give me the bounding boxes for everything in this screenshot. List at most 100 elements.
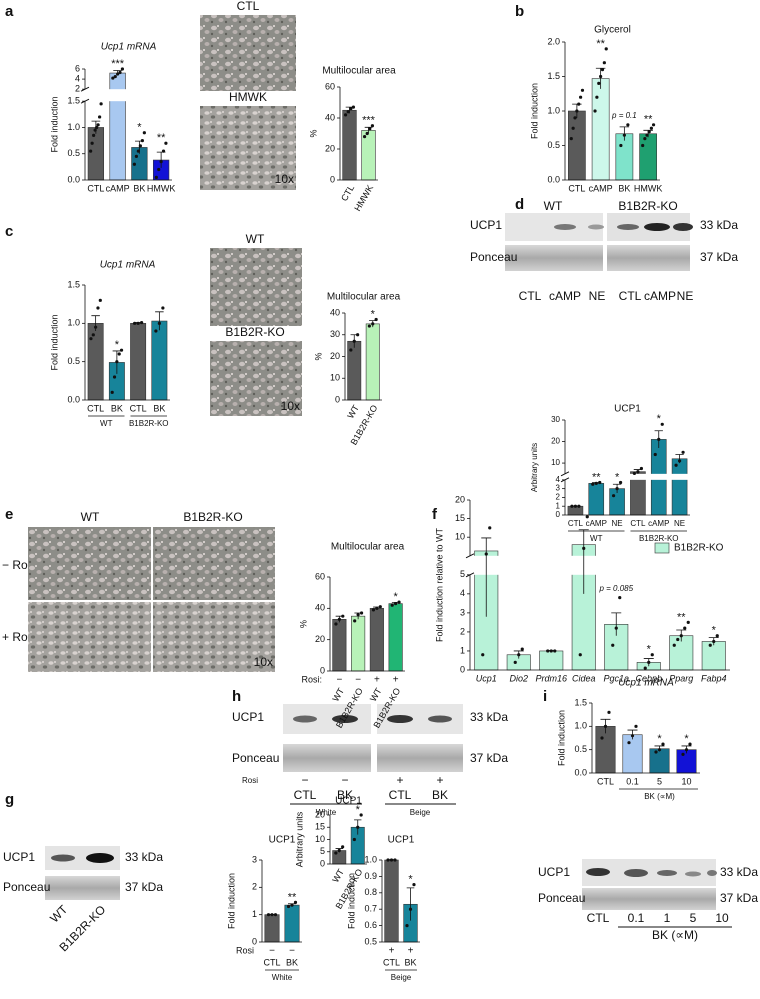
row-value: − [269, 946, 275, 957]
y-axis-label: Fold induction relative to WT [434, 527, 444, 642]
data-point [657, 748, 662, 752]
data-point [597, 81, 601, 85]
error-bar [406, 887, 415, 921]
y-tick-label: 0.0 [67, 174, 80, 184]
data-point [161, 306, 165, 310]
y-tick-label: 2.0 [547, 36, 560, 46]
y-tick-label: 2 [75, 84, 80, 94]
bar [622, 734, 643, 774]
bar [351, 615, 366, 672]
data-point [598, 480, 602, 485]
data-point [712, 639, 716, 644]
y-tick-label: 60 [325, 81, 335, 91]
y-tick-label: 6 [75, 63, 80, 73]
micrograph [200, 106, 296, 190]
data-point [140, 320, 144, 325]
x-tick-label: WT [330, 867, 346, 885]
bar [332, 618, 347, 672]
data-point [600, 68, 605, 72]
annotation: * [657, 413, 662, 425]
panel-label: c [5, 223, 13, 240]
data-point [368, 127, 372, 131]
data-point [359, 611, 364, 615]
treatment-value: − [341, 773, 348, 787]
data-point [684, 748, 689, 752]
data-point [367, 324, 371, 328]
row-value: + [393, 675, 399, 686]
x-tick-label: BK [404, 957, 416, 967]
y-axis-label: Fold induction [556, 710, 566, 766]
data-point [341, 845, 345, 849]
data-point [96, 306, 100, 310]
x-tick-label: CTL [568, 183, 585, 193]
data-point [614, 626, 618, 630]
data-point [110, 390, 114, 394]
chart-title: UCP1 [269, 835, 296, 846]
lane: 10 [715, 911, 729, 925]
blot-size: 33 kDa [470, 710, 508, 724]
data-point [397, 600, 401, 604]
blot-row: UCP1 [3, 850, 35, 864]
data-point [286, 904, 291, 909]
bar [388, 603, 403, 672]
panel-label: h [232, 688, 241, 705]
treatment-value: + [396, 773, 403, 787]
data-point [611, 494, 616, 498]
x-axis-label: BK (∝M) [644, 792, 675, 801]
bar [284, 904, 300, 943]
row-value: + [374, 675, 380, 686]
lane: CTL [619, 289, 642, 303]
data-point [96, 123, 100, 127]
group-label: B1B2R-KO [639, 534, 679, 543]
data-point [484, 552, 488, 556]
annotation: * [647, 644, 652, 656]
data-point [337, 848, 341, 853]
bar [591, 78, 610, 181]
y-tick-label: 3 [460, 607, 465, 617]
x-tick-label: NE [612, 519, 623, 528]
x-tick-label: BK [153, 403, 165, 413]
data-point [359, 813, 363, 817]
data-point [674, 463, 678, 467]
annotation: p = 0.085 [598, 584, 633, 593]
data-point [643, 137, 647, 141]
data-point [352, 837, 356, 842]
chart-title: UCP1 [614, 404, 641, 415]
y-tick-label: 1.0 [364, 854, 377, 864]
x-tick-label: WT [368, 686, 384, 704]
lane: BK [337, 788, 353, 802]
x-tick-label: CTL [597, 776, 614, 786]
data-point [573, 116, 577, 120]
micrograph [28, 602, 151, 672]
x-tick-label: HMWK [352, 183, 375, 213]
micrographs-e: WT B1B2R-KO − Rosi + Rosi 10x [2, 510, 275, 672]
chart: 0.0 0.5 1.0 1.5 * * CTL 0.1 5 10 BK (∝M) Ucp1 mRNA F… [556, 678, 700, 801]
x-tick-label: CTL [263, 957, 280, 967]
data-point [569, 137, 573, 141]
data-point [611, 643, 615, 647]
data-point [89, 337, 93, 341]
data-point [595, 95, 599, 99]
y-tick-label: 20 [455, 494, 465, 504]
data-point [553, 649, 557, 653]
annotation: * [137, 122, 142, 134]
x-tick-label: 0.1 [626, 776, 639, 786]
y-tick-label: 10 [330, 373, 340, 383]
data-point [349, 107, 353, 111]
data-point [118, 70, 122, 75]
axis-break [559, 473, 692, 480]
data-point [273, 913, 278, 917]
y-axis-label: Fold induction [49, 96, 59, 152]
data-point [578, 653, 582, 657]
y-axis-label: Arbitrary units [530, 443, 539, 492]
data-point [290, 903, 294, 907]
data-point [351, 105, 356, 109]
y-tick-label: 1.0 [67, 318, 80, 328]
blot-row: Ponceau [470, 250, 517, 264]
data-point [641, 143, 645, 148]
treatment-value: − [301, 773, 308, 787]
image-label: WT [81, 510, 100, 524]
panel-label: e [5, 506, 13, 523]
annotation: * [657, 733, 662, 745]
